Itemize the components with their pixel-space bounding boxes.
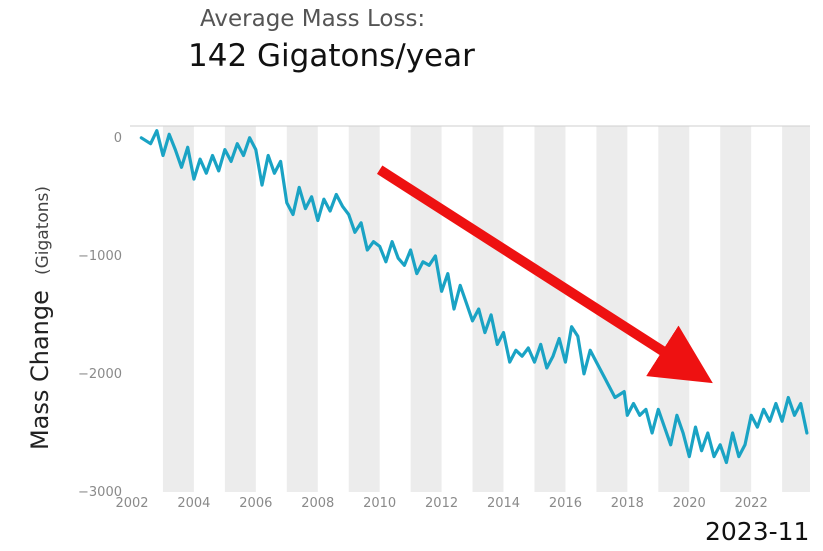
y-tick-label: 0 — [114, 131, 122, 146]
x-tick-label: 2018 — [611, 496, 644, 511]
chart-title: Average Mass Loss: — [200, 6, 426, 32]
x-tick-label: 2014 — [487, 496, 520, 511]
trend-arrow — [376, 165, 713, 384]
date-stamp: 2023-11 — [705, 517, 810, 546]
year-band-2023 — [782, 126, 810, 492]
year-band-2011 — [410, 126, 442, 492]
year-band-2015 — [534, 126, 566, 492]
x-tick-label: 2016 — [549, 496, 582, 511]
x-tick-label: 2012 — [425, 496, 458, 511]
y-tick-label: −3000 — [78, 485, 122, 500]
series-group — [139, 129, 809, 465]
x-tick-label: 2020 — [673, 496, 706, 511]
x-tick-label: 2008 — [301, 496, 334, 511]
year-band-2003 — [162, 126, 194, 492]
y-axis-ticks: 0 −1000 −2000 −3000 — [78, 131, 122, 500]
year-band-2009 — [348, 126, 380, 492]
x-tick-label: 2010 — [363, 496, 396, 511]
x-tick-label: 2006 — [239, 496, 272, 511]
y-axis-label: Mass Change (Gigatons) — [26, 186, 54, 450]
chart-headline-value: 142 Gigatons/year — [188, 38, 475, 74]
y-tick-label: −1000 — [78, 249, 122, 264]
x-tick-label: 2004 — [177, 496, 210, 511]
y-tick-label: −2000 — [78, 367, 122, 382]
year-band-2005 — [224, 126, 256, 492]
x-tick-label: 2022 — [735, 496, 768, 511]
x-tick-label: 2002 — [115, 496, 148, 511]
y-axis-label-unit: (Gigatons) — [33, 186, 53, 275]
year-band-2021 — [720, 126, 752, 492]
series-line-0 — [139, 129, 809, 465]
year-band-2007 — [286, 126, 318, 492]
y-axis-label-main: Mass Change — [26, 290, 54, 450]
x-axis-ticks: 2002 2004 2006 2008 2010 2012 2014 2016 2018 2020… — [115, 496, 767, 511]
